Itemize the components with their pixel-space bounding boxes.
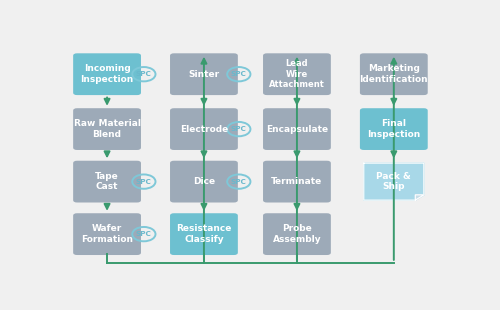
FancyBboxPatch shape <box>263 53 331 95</box>
Text: Incoming
Inspection: Incoming Inspection <box>80 64 134 84</box>
FancyBboxPatch shape <box>170 213 238 255</box>
FancyBboxPatch shape <box>263 108 331 150</box>
Text: SPC: SPC <box>136 231 152 237</box>
Text: Dice: Dice <box>193 177 215 186</box>
Text: Lead
Wire
Attachment: Lead Wire Attachment <box>269 59 325 89</box>
Text: Raw Material
Blend: Raw Material Blend <box>74 119 140 139</box>
Text: Electrode: Electrode <box>180 125 228 134</box>
Text: SPC: SPC <box>231 71 246 77</box>
Text: SPC: SPC <box>136 71 152 77</box>
FancyBboxPatch shape <box>73 213 141 255</box>
Text: Tape
Cast: Tape Cast <box>95 172 119 191</box>
Text: SPC: SPC <box>231 179 246 185</box>
FancyBboxPatch shape <box>360 53 428 95</box>
FancyBboxPatch shape <box>263 213 331 255</box>
Text: Pack &
Ship: Pack & Ship <box>376 172 411 191</box>
Text: Encapsulate: Encapsulate <box>266 125 328 134</box>
Text: Terminate: Terminate <box>272 177 322 186</box>
Text: Resistance
Classify: Resistance Classify <box>176 224 232 244</box>
FancyBboxPatch shape <box>73 53 141 95</box>
Text: Marketing
Identification: Marketing Identification <box>360 64 428 84</box>
FancyBboxPatch shape <box>170 108 238 150</box>
Text: Sinter: Sinter <box>188 70 220 79</box>
FancyBboxPatch shape <box>360 108 428 150</box>
Text: Final
Inspection: Final Inspection <box>367 119 420 139</box>
FancyBboxPatch shape <box>73 161 141 202</box>
FancyBboxPatch shape <box>170 161 238 202</box>
Text: Probe
Assembly: Probe Assembly <box>272 224 321 244</box>
Polygon shape <box>416 195 424 200</box>
FancyBboxPatch shape <box>73 108 141 150</box>
Polygon shape <box>364 163 424 200</box>
Text: Wafer
Formation: Wafer Formation <box>81 224 133 244</box>
Text: SPC: SPC <box>136 179 152 185</box>
Text: SPC: SPC <box>231 126 246 132</box>
FancyBboxPatch shape <box>170 53 238 95</box>
FancyBboxPatch shape <box>263 161 331 202</box>
